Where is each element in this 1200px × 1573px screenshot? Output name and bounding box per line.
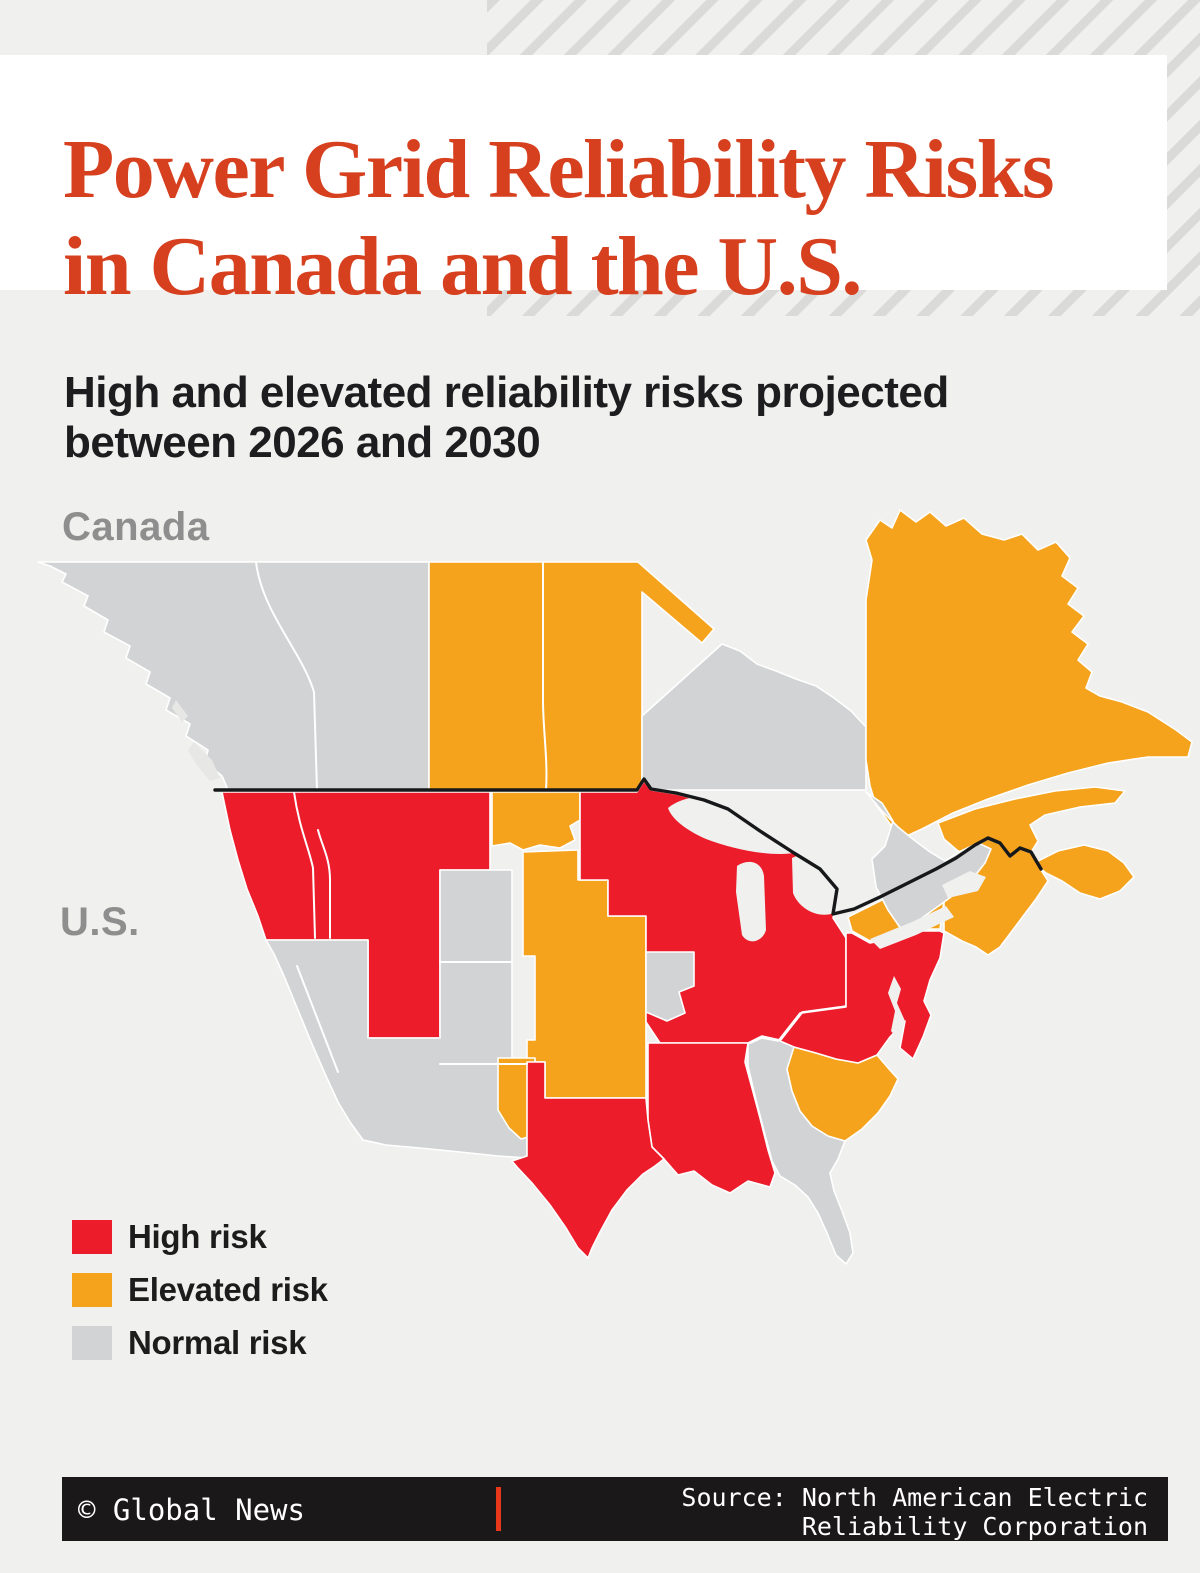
bc-alberta-borderline — [255, 561, 318, 791]
lake-superior — [668, 795, 802, 855]
california-nevada-borderline — [296, 965, 339, 1073]
map-region-montana-dakotas — [491, 791, 581, 851]
legend-item-high: High risk — [72, 1218, 328, 1256]
source-attribution: Source: North American Electric Reliabil… — [681, 1483, 1148, 1541]
page-title-line1: Power Grid Reliability Risks — [63, 123, 1055, 216]
high-risk-swatch — [72, 1220, 112, 1254]
normal-risk-swatch — [72, 1326, 112, 1360]
map-region-western-canada — [37, 561, 430, 791]
map-vancouver-island — [188, 742, 220, 781]
subtitle-line2: between 2026 and 2030 — [64, 418, 541, 467]
lake-michigan — [736, 861, 766, 942]
chesapeake-bay — [888, 976, 905, 1041]
page-title-line2: in Canada and the U.S. — [63, 220, 862, 313]
legend: High risk Elevated risk Normal risk — [72, 1218, 328, 1377]
normal-risk-label: Normal risk — [128, 1324, 307, 1361]
map-region-west-texas-patch — [497, 1057, 536, 1140]
title-box: Power Grid Reliability Risks in Canada a… — [0, 55, 1167, 313]
map-region-texas-ercot — [511, 1061, 665, 1259]
legend-item-normal: Normal risk — [72, 1324, 328, 1362]
us-canada-border-line — [213, 777, 1043, 916]
source-line1: Source: North American Electric — [681, 1483, 1148, 1512]
subtitle: High and elevated reliability risks proj… — [64, 368, 949, 468]
map-coastal-island — [172, 700, 188, 722]
canada-label: Canada — [62, 505, 210, 549]
high-risk-label: High risk — [128, 1218, 267, 1255]
subtitle-line1: High and elevated reliability risks proj… — [64, 368, 949, 417]
footer-bar: © Global News Source: North American Ele… — [62, 1477, 1168, 1541]
elevated-risk-swatch — [72, 1273, 112, 1307]
source-line2: Reliability Corporation — [801, 1512, 1148, 1541]
oregon-idaho-borderline — [293, 791, 316, 939]
map-region-quebec — [865, 509, 1193, 840]
sask-manitoba-borderline — [542, 561, 548, 791]
lake-erie — [870, 906, 954, 949]
footer-divider — [496, 1487, 501, 1531]
elevated-risk-label: Elevated risk — [128, 1271, 328, 1308]
lake-ontario — [942, 871, 986, 898]
map-region-ontario-north — [641, 643, 867, 791]
legend-item-elevated: Elevated risk — [72, 1271, 328, 1309]
map-region-missouri-pocket — [645, 951, 695, 1022]
map-region-nova-scotia — [1033, 844, 1135, 900]
page-title: Power Grid Reliability Risks in Canada a… — [63, 121, 1055, 315]
idaho-montana-borderline — [317, 829, 331, 939]
copyright-text: © Global News — [78, 1493, 305, 1527]
north-america-risk-map — [37, 509, 1193, 1265]
us-label: U.S. — [60, 900, 140, 944]
